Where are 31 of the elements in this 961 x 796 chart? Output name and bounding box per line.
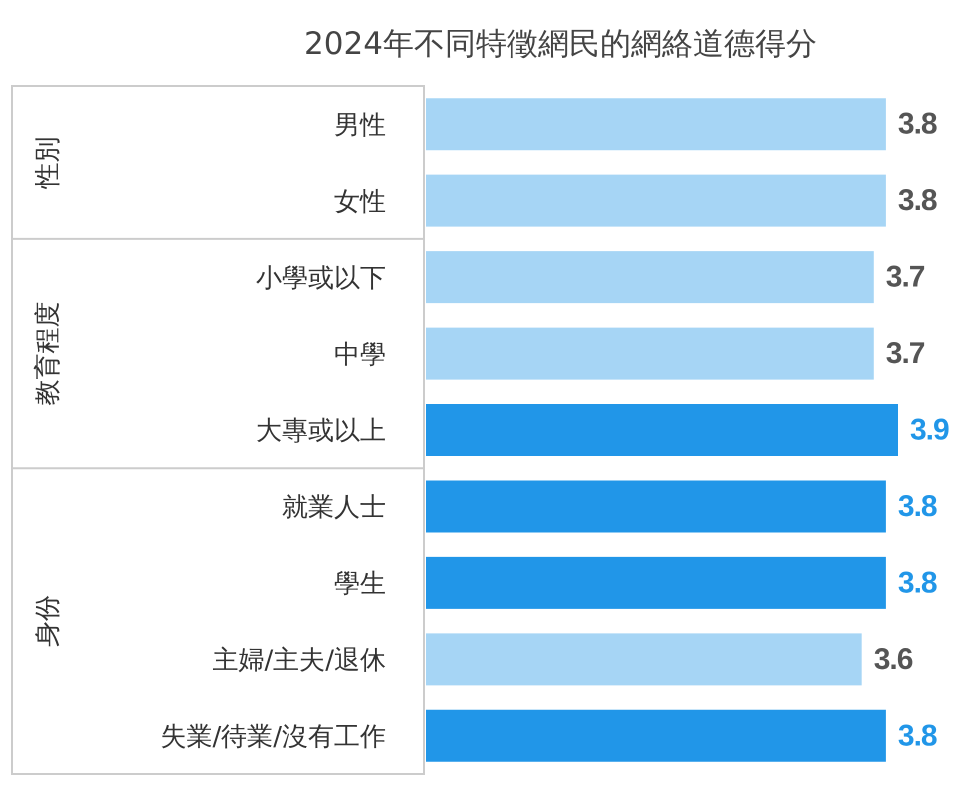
bar xyxy=(426,174,886,227)
text: 身份 xyxy=(33,595,63,648)
bar xyxy=(426,404,898,456)
y-tick-label: 女性 xyxy=(334,186,386,217)
y-tick-label: 學生 xyxy=(334,569,386,600)
data-label: 3.7 xyxy=(886,260,925,294)
y-tick-label: 男性 xyxy=(334,110,386,140)
data-label: 3.8 xyxy=(898,719,937,752)
y-tick-label: 就業人士 xyxy=(282,492,386,523)
data-label: 3.6 xyxy=(874,642,913,676)
data-label: 3.7 xyxy=(886,337,925,370)
data-label: 3.9 xyxy=(910,414,950,447)
bar xyxy=(426,556,886,609)
chart-title: 2024年不同特徵網民的網絡道德得分 xyxy=(303,25,818,64)
data-label: 3.8 xyxy=(898,184,937,218)
data-label: 3.8 xyxy=(898,108,937,141)
y-tick-label: 小學或以下 xyxy=(256,263,386,294)
y-tick-label: 主婦/主夫/退休 xyxy=(212,646,386,676)
text: 性別 xyxy=(33,136,63,190)
bar xyxy=(426,480,886,532)
text: 教育程度 xyxy=(33,302,63,406)
bar xyxy=(426,710,886,762)
bar xyxy=(426,328,874,380)
data-label: 3.8 xyxy=(898,490,937,523)
y-tick-label: 中學 xyxy=(334,340,386,370)
y-tick-label: 大專或以上 xyxy=(256,416,386,446)
data-label: 3.8 xyxy=(898,566,937,600)
bar xyxy=(426,98,886,150)
bar xyxy=(426,633,862,686)
bar xyxy=(426,251,874,304)
y-tick-label: 失業/待業/沒有工作 xyxy=(160,722,386,752)
